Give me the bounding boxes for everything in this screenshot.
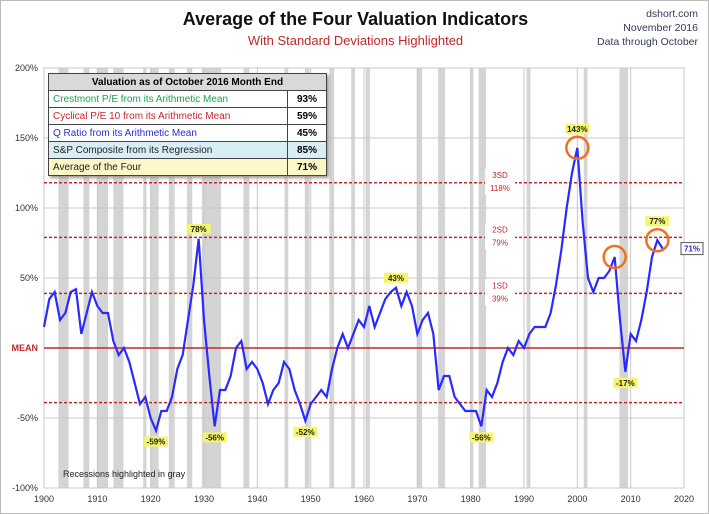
current-value-label: 71% (684, 245, 700, 254)
annotation-bg (186, 223, 211, 234)
sd-label: 2SD (492, 225, 508, 234)
annotation-label: -59% (147, 438, 166, 447)
chart-title: Average of the Four Valuation Indicators (182, 9, 529, 29)
recession-note: Recessions highlighted in gray (63, 469, 186, 479)
row-value: 93% (287, 90, 327, 108)
y-tick-label: MEAN (12, 343, 39, 353)
annotation-bg (384, 272, 408, 283)
annotation-bg (469, 432, 494, 443)
x-tick-label: 1930 (194, 494, 214, 504)
x-tick-label: 1920 (141, 494, 161, 504)
y-tick-label: -100% (12, 483, 38, 493)
table-row: Average of the Four 71% (48, 158, 327, 176)
sd-value-label: 79% (492, 238, 508, 247)
sd-label-bg (485, 223, 515, 250)
x-tick-label: 1980 (461, 494, 481, 504)
row-value: 45% (287, 124, 327, 142)
highlight-circle (565, 135, 590, 161)
chart-subtitle: With Standard Deviations Highlighted (247, 33, 464, 48)
annotation-label: 143% (567, 125, 587, 134)
x-tick-label: 1910 (87, 494, 107, 504)
annotation-label: -56% (205, 433, 224, 442)
date: November 2016 (623, 22, 698, 34)
annotation-bg (202, 432, 227, 443)
x-tick-label: 2000 (567, 494, 587, 504)
row-value: 71% (287, 158, 327, 176)
annotation-label: 77% (649, 217, 665, 226)
y-tick-label: 200% (15, 63, 38, 73)
annotation-bg (565, 123, 590, 134)
table-title: Valuation as of October 2016 Month End (48, 73, 327, 91)
y-tick-label: 100% (15, 203, 38, 213)
table-row: S&P Composite from its Regression 85% (48, 141, 327, 159)
annotation-label: -52% (296, 428, 315, 437)
sd-value-label: 118% (490, 184, 510, 193)
annotation-label: 78% (191, 225, 207, 234)
valuation-table: Valuation as of October 2016 Month End C… (48, 73, 327, 176)
annotation-label: -17% (616, 379, 635, 388)
x-tick-label: 1950 (301, 494, 321, 504)
annotation-bg (293, 426, 318, 437)
sd-label-bg (485, 168, 515, 195)
x-tick-label: 2010 (621, 494, 641, 504)
row-label: Cyclical P/E 10 from its Arithmetic Mean (48, 107, 288, 125)
row-value: 85% (287, 141, 327, 159)
table-row: Crestmont P/E from its Arithmetic Mean 93… (48, 90, 327, 108)
row-value: 59% (287, 107, 327, 125)
x-tick-label: 1900 (34, 494, 54, 504)
sd-value-label: 39% (492, 294, 508, 303)
y-tick-label: -50% (17, 413, 38, 423)
highlight-circle (602, 244, 627, 270)
y-tick-label: 50% (20, 273, 38, 283)
x-tick-label: 1960 (354, 494, 374, 504)
series-line (42, 147, 664, 434)
annotation-bg (144, 436, 168, 447)
sd-label: 1SD (492, 281, 508, 290)
y-tick-label: 150% (15, 133, 38, 143)
x-tick-label: 2020 (674, 494, 694, 504)
row-label: S&P Composite from its Regression (48, 141, 288, 159)
data-note: Data through October (597, 36, 698, 48)
table-row: Cyclical P/E 10 from its Arithmetic Mean… (48, 107, 327, 125)
source: dshort.com (646, 8, 698, 20)
row-label: Average of the Four (48, 158, 288, 176)
row-label: Q Ratio from its Arithmetic Mean (48, 124, 288, 142)
annotation-label: 43% (388, 274, 404, 283)
table-row: Q Ratio from its Arithmetic Mean 45% (48, 124, 327, 142)
sd-label: 3SD (492, 171, 508, 180)
sd-label-bg (485, 279, 515, 306)
row-label: Crestmont P/E from its Arithmetic Mean (48, 90, 288, 108)
current-value-box (680, 242, 704, 256)
annotation-bg (613, 377, 638, 388)
annotation-label: -56% (472, 433, 491, 442)
annotation-bg (645, 216, 670, 227)
x-tick-label: 1990 (514, 494, 534, 504)
source-block: dshort.com November 2016 Data through Oc… (597, 7, 698, 49)
x-tick-label: 1940 (247, 494, 267, 504)
highlight-circle (645, 227, 670, 253)
x-tick-label: 1970 (407, 494, 427, 504)
